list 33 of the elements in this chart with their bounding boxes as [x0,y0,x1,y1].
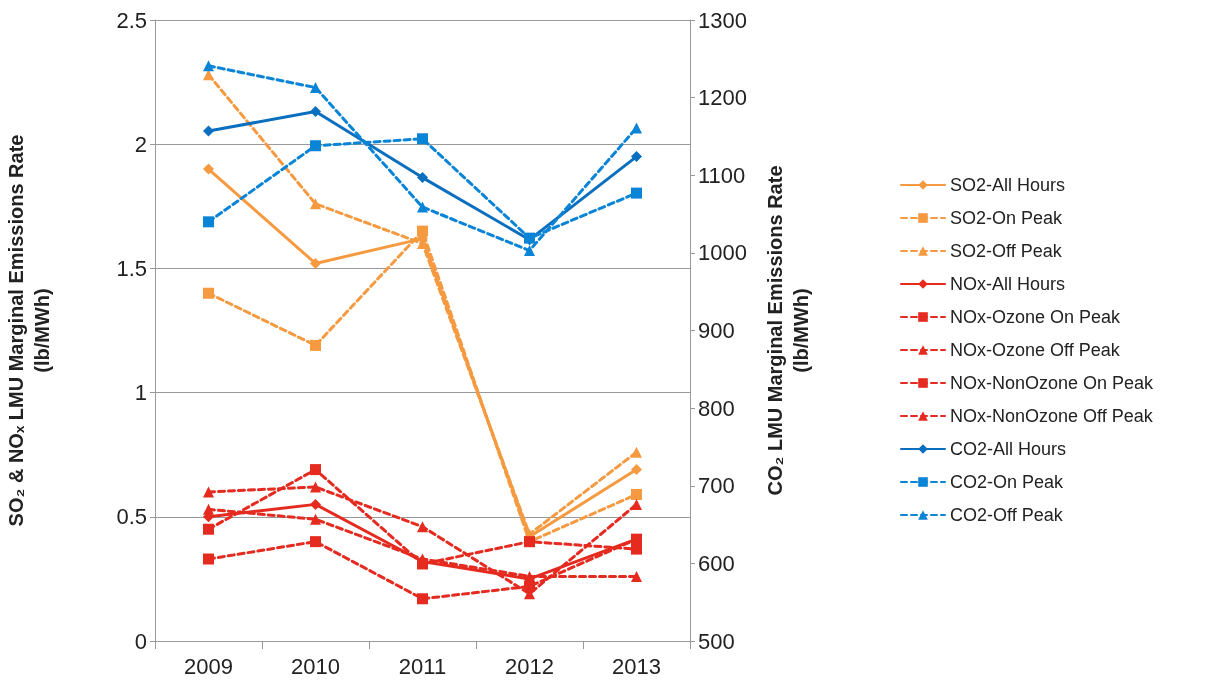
legend-label: SO2-All Hours [950,175,1066,195]
y-tick-label: 0 [134,628,147,654]
y2-tick-label: 1000 [698,240,747,266]
legend-label: NOx-NonOzone On Peak [950,373,1155,393]
y-tick-label: 2.5 [116,7,147,33]
legend-label: CO2-On Peak [950,472,1065,492]
y-tick-label: 0.5 [116,504,147,530]
y2-tick-label: 700 [698,473,735,499]
y2-tick-label: 800 [698,395,735,421]
legend-label: SO2-On Peak [950,208,1064,228]
y-tick-label: 1.5 [116,255,147,281]
y2-tick-label: 900 [698,318,735,343]
x-tick-label: 2012 [505,653,554,679]
legend-label: NOx-All Hours [950,274,1066,294]
y-tick-label: 1 [134,380,147,406]
y-axis-title: SO₂ & NOₓ LMU Marginal Emissions Rate (lb/MWh) [5,134,53,527]
y2-tick-label: 600 [698,550,735,576]
y2-tick-label: 1100 [698,162,746,188]
y2-tick-label: 1300 [698,7,747,33]
legend-label: CO2-All Hours [950,439,1067,459]
legend-label: SO2-Off Peak [950,241,1063,261]
y2-tick-label: 500 [698,628,735,654]
x-tick-label: 2010 [291,653,340,679]
legend-label: NOx-Ozone Off Peak [950,340,1121,360]
legend-label: NOx-NonOzone Off Peak [950,406,1154,426]
x-tick-label: 2013 [612,653,661,679]
y2-axis-title: CO₂ LMU Marginal Emissions Rate (lb/MWh) [764,165,812,496]
x-tick-label: 2011 [398,653,447,679]
y-tick-label: 2 [134,131,147,157]
legend-label: CO2-Off Peak [950,505,1064,525]
y2-tick-label: 1200 [698,85,747,111]
legend-label: NOx-Ozone On Peak [950,307,1122,327]
x-tick-label: 2009 [184,653,233,679]
